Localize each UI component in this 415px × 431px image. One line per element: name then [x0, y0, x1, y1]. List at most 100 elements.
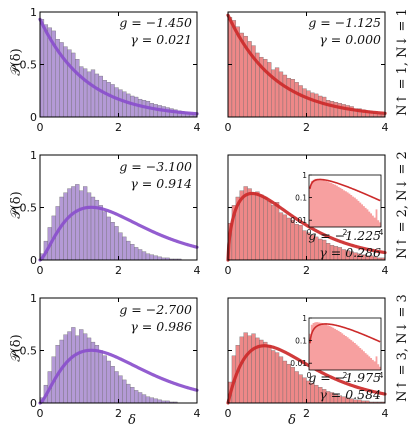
histogram-bar: [341, 104, 346, 118]
histogram-bar: [263, 196, 268, 261]
x-tick-label: 0: [225, 407, 232, 420]
histogram-bar: [263, 341, 268, 404]
histogram-bar: [153, 255, 158, 261]
histogram-bar: [63, 334, 68, 404]
x-tick-label: 4: [382, 407, 389, 420]
histogram-bar: [98, 205, 103, 261]
inset-frame: [308, 317, 382, 371]
histogram-bar: [71, 52, 76, 118]
histogram-bar: [114, 371, 119, 404]
histogram-bar: [306, 90, 311, 118]
histogram-bar: [75, 59, 80, 118]
histogram-bar: [271, 350, 276, 404]
annotation-gamma: γ = 0.914: [130, 176, 192, 191]
y-tick-label: 1: [30, 149, 37, 162]
x-tick-label: 0: [37, 407, 44, 420]
histogram-bar: [282, 214, 288, 261]
inset-frame: [308, 174, 382, 228]
fit-curve: [38, 17, 199, 116]
fit-curve: [226, 191, 387, 262]
x-axis-label-right: δ: [288, 413, 296, 428]
histogram-bar: [290, 79, 295, 118]
histogram-bar: [310, 382, 315, 404]
histogram-bar: [83, 68, 88, 118]
histogram-bar: [130, 387, 135, 404]
y-tick-label: 1: [30, 6, 37, 19]
histogram-bar: [102, 80, 107, 118]
histogram-bar: [141, 394, 147, 404]
inset-x-tick-label: 0: [307, 228, 312, 237]
histogram-bar: [126, 240, 131, 261]
histogram-bar: [294, 224, 299, 261]
histogram-bar: [278, 212, 284, 261]
histogram-bar: [79, 329, 84, 404]
x-tick-label: 2: [303, 407, 310, 420]
row-label-3: N↑ = 3, N↓ = 3: [395, 294, 410, 402]
y-tick-label: 0: [30, 254, 37, 267]
histogram-bar: [298, 225, 303, 261]
y-tick-label: 0: [30, 111, 37, 124]
histogram-bar: [122, 379, 127, 404]
inset-y-tick-label: 1: [302, 314, 307, 323]
histogram-bar: [294, 371, 299, 404]
histogram-bar: [137, 98, 143, 118]
histogram-bar: [118, 375, 123, 404]
histogram-bar: [271, 205, 276, 261]
histogram-bar: [282, 360, 288, 404]
inset-x-tick-label: 2: [343, 371, 348, 380]
annotation-g: g = −1.125: [308, 15, 381, 30]
histogram-bar: [251, 333, 256, 404]
histogram-bar: [259, 194, 264, 261]
x-tick-label: 4: [194, 264, 201, 277]
histogram-bar: [106, 82, 111, 118]
histogram-bar: [71, 186, 76, 261]
fit-curve: [38, 205, 199, 262]
inset-fit-curve: [309, 323, 381, 344]
histogram-bar: [329, 101, 335, 118]
fit-curve: [226, 13, 387, 115]
annotation-g: g = −3.100: [119, 159, 192, 174]
histogram-bar: [110, 222, 115, 261]
annotation-g: g = −1.225: [308, 228, 381, 243]
x-axis-label-left: δ: [128, 413, 136, 428]
histogram-bar: [110, 84, 115, 118]
histogram-bar: [227, 17, 233, 118]
histogram-bar: [247, 335, 252, 404]
histogram-bar: [130, 95, 135, 118]
histogram-bar: [290, 367, 295, 404]
histogram-bar: [149, 254, 155, 261]
histogram-bar: [114, 87, 119, 118]
histogram-bar: [122, 236, 127, 261]
inset-y-tick-label: 1: [302, 171, 307, 180]
histogram-bar: [286, 77, 291, 118]
histogram-bar: [145, 253, 151, 261]
inset-x-tick-label: 2: [343, 228, 348, 237]
histogram-bar: [106, 216, 111, 261]
histogram-bar: [67, 49, 72, 118]
x-tick-label: 2: [303, 264, 310, 277]
histogram-bar: [302, 377, 307, 404]
y-tick-label: 1: [30, 292, 37, 305]
inset-area: [309, 178, 381, 227]
annotation-g: g = −1.975: [308, 370, 381, 385]
histogram-bar: [86, 71, 92, 118]
histogram-bar: [137, 392, 143, 404]
histogram-bar: [282, 74, 288, 118]
histogram-bar: [63, 192, 68, 261]
fit-curve: [38, 348, 199, 405]
x-tick-label: 4: [382, 121, 389, 134]
histogram-bar: [102, 355, 107, 404]
histogram-bar: [67, 331, 72, 404]
histogram-bar: [294, 82, 299, 118]
histogram-bar: [137, 249, 143, 261]
panel-row1-left: 0 2 4 0 0.5 1 g = −1.450 γ = 0.021: [20, 6, 201, 134]
histogram-bar: [278, 71, 284, 118]
histogram-bar: [259, 339, 264, 404]
histogram-bar: [126, 383, 131, 404]
inset-y-tick-label: 0.1: [295, 194, 307, 203]
histogram-bar: [267, 345, 272, 404]
histogram-bar: [274, 67, 280, 118]
y-tick-label: 0.5: [20, 202, 38, 215]
histogram-bar: [43, 24, 49, 118]
